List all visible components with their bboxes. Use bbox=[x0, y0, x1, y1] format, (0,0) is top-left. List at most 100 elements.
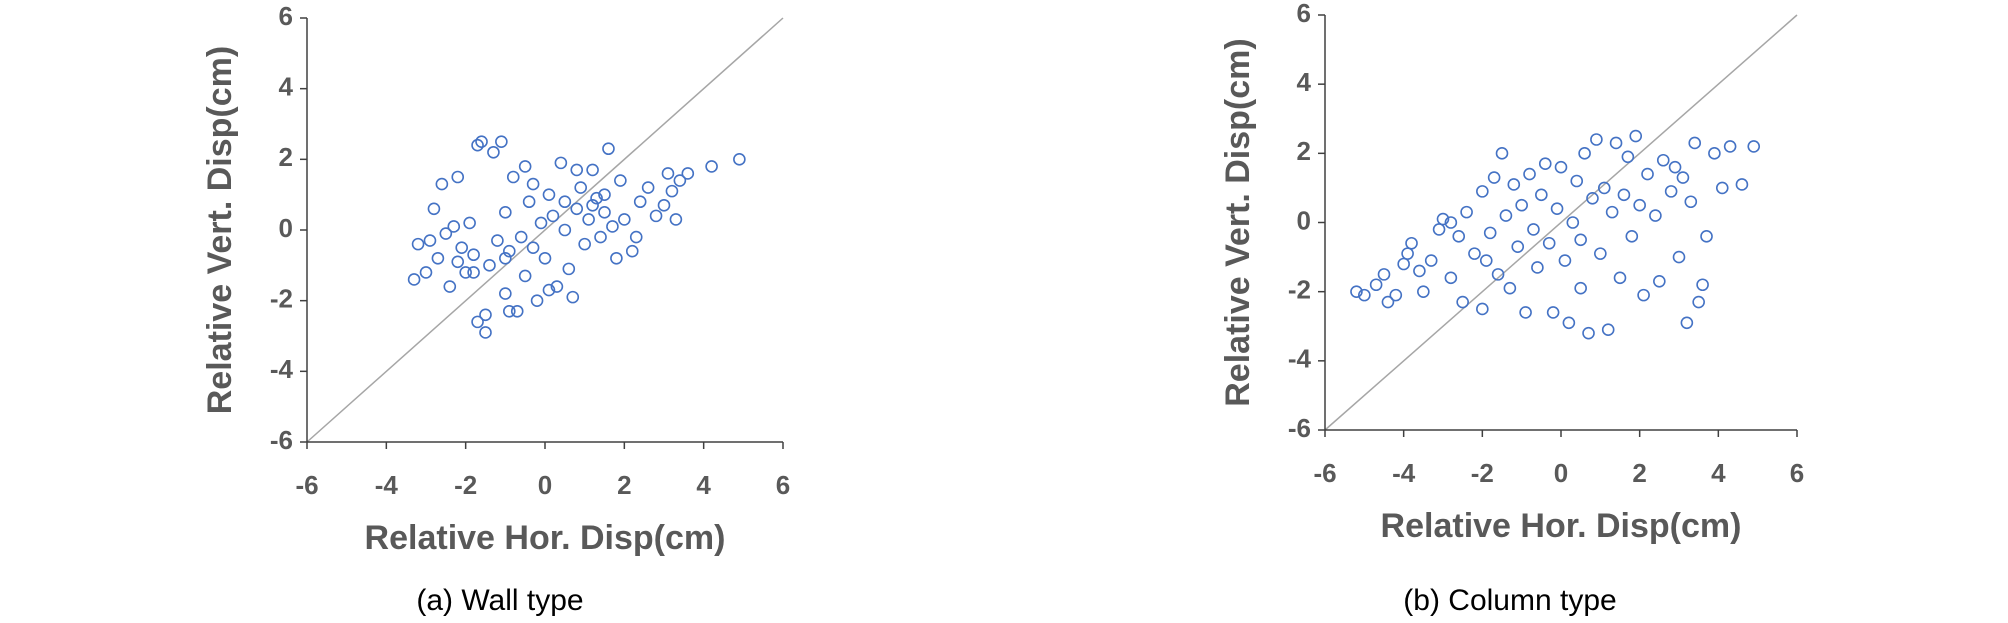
point bbox=[1696, 278, 1709, 292]
point bbox=[1397, 257, 1410, 271]
point bbox=[471, 315, 484, 329]
point bbox=[1538, 157, 1552, 171]
point bbox=[1558, 254, 1572, 267]
y-tick-label: -4 bbox=[270, 354, 294, 384]
point bbox=[1535, 188, 1548, 202]
point bbox=[1476, 302, 1489, 316]
point bbox=[629, 230, 643, 244]
point bbox=[455, 241, 469, 254]
point bbox=[1511, 240, 1525, 254]
point bbox=[1637, 288, 1650, 302]
x-tick-label: 4 bbox=[1711, 458, 1726, 488]
y-tick-label: 4 bbox=[1297, 67, 1312, 97]
y-tick-label: 6 bbox=[1297, 0, 1311, 28]
point bbox=[578, 237, 591, 251]
point bbox=[1586, 191, 1599, 205]
point bbox=[1708, 147, 1721, 160]
point bbox=[1641, 167, 1654, 181]
point bbox=[1519, 306, 1532, 319]
point bbox=[451, 170, 465, 184]
x-tick-label: 2 bbox=[617, 470, 631, 500]
x-tick-label: -4 bbox=[1392, 458, 1416, 488]
point bbox=[1582, 326, 1595, 340]
point bbox=[554, 156, 568, 170]
point bbox=[538, 251, 552, 265]
point bbox=[546, 209, 560, 223]
point bbox=[1715, 181, 1729, 195]
point bbox=[491, 234, 504, 247]
y-axis-label: Relative Vert. Disp(cm) bbox=[1219, 38, 1257, 406]
point bbox=[1507, 178, 1521, 191]
point bbox=[1468, 247, 1481, 260]
point bbox=[475, 135, 488, 148]
point bbox=[1601, 323, 1615, 337]
point bbox=[1566, 216, 1580, 229]
point bbox=[1527, 223, 1540, 236]
x-tick-label: 4 bbox=[696, 470, 711, 500]
point bbox=[550, 280, 564, 293]
y-tick-label: 6 bbox=[279, 1, 293, 31]
point bbox=[1688, 136, 1702, 150]
point bbox=[502, 304, 516, 318]
point bbox=[1594, 247, 1607, 260]
y-tick-label: 0 bbox=[279, 213, 293, 243]
point bbox=[471, 138, 484, 152]
point bbox=[443, 280, 457, 293]
point bbox=[499, 251, 512, 265]
point bbox=[1550, 202, 1564, 215]
point bbox=[1747, 140, 1761, 153]
point bbox=[570, 163, 584, 177]
point bbox=[1672, 250, 1686, 264]
point bbox=[1668, 160, 1682, 174]
point bbox=[582, 213, 595, 226]
point bbox=[602, 142, 615, 156]
point bbox=[439, 227, 453, 240]
point bbox=[633, 195, 647, 209]
point bbox=[1369, 278, 1383, 292]
point bbox=[1483, 226, 1497, 240]
point bbox=[1554, 160, 1568, 174]
point bbox=[625, 244, 639, 258]
y-tick-label: 2 bbox=[1297, 136, 1311, 166]
point bbox=[423, 234, 437, 247]
point bbox=[1664, 185, 1678, 198]
caption: (b) Column type bbox=[1403, 584, 1616, 617]
x-tick-label: 0 bbox=[538, 470, 552, 500]
point bbox=[1436, 212, 1450, 226]
point bbox=[1735, 178, 1749, 191]
point bbox=[1503, 281, 1517, 295]
point bbox=[1523, 167, 1536, 181]
point bbox=[483, 259, 496, 272]
point bbox=[558, 195, 572, 209]
point bbox=[649, 209, 663, 223]
point bbox=[1680, 316, 1694, 330]
point bbox=[435, 177, 449, 191]
point bbox=[598, 206, 611, 219]
point bbox=[1444, 216, 1458, 229]
point bbox=[1456, 295, 1469, 309]
y-tick-label: 4 bbox=[279, 72, 294, 102]
point bbox=[1570, 174, 1584, 188]
point bbox=[427, 202, 441, 216]
point bbox=[705, 160, 718, 173]
point bbox=[463, 216, 476, 230]
point bbox=[562, 262, 576, 276]
point bbox=[1460, 205, 1473, 219]
x-tick-label: 6 bbox=[1790, 458, 1804, 488]
point bbox=[530, 294, 544, 307]
point bbox=[447, 220, 461, 233]
y-tick-label: -6 bbox=[270, 425, 293, 455]
point bbox=[606, 220, 619, 233]
point bbox=[1574, 233, 1587, 247]
point bbox=[518, 160, 532, 173]
point bbox=[451, 255, 465, 269]
point bbox=[1605, 205, 1619, 219]
x-axis-label: Relative Hor. Disp(cm) bbox=[1381, 507, 1742, 545]
point bbox=[1389, 288, 1403, 302]
point bbox=[1452, 230, 1466, 243]
point bbox=[1499, 209, 1513, 222]
point bbox=[665, 184, 679, 198]
point bbox=[1676, 171, 1690, 184]
point bbox=[1613, 271, 1627, 285]
